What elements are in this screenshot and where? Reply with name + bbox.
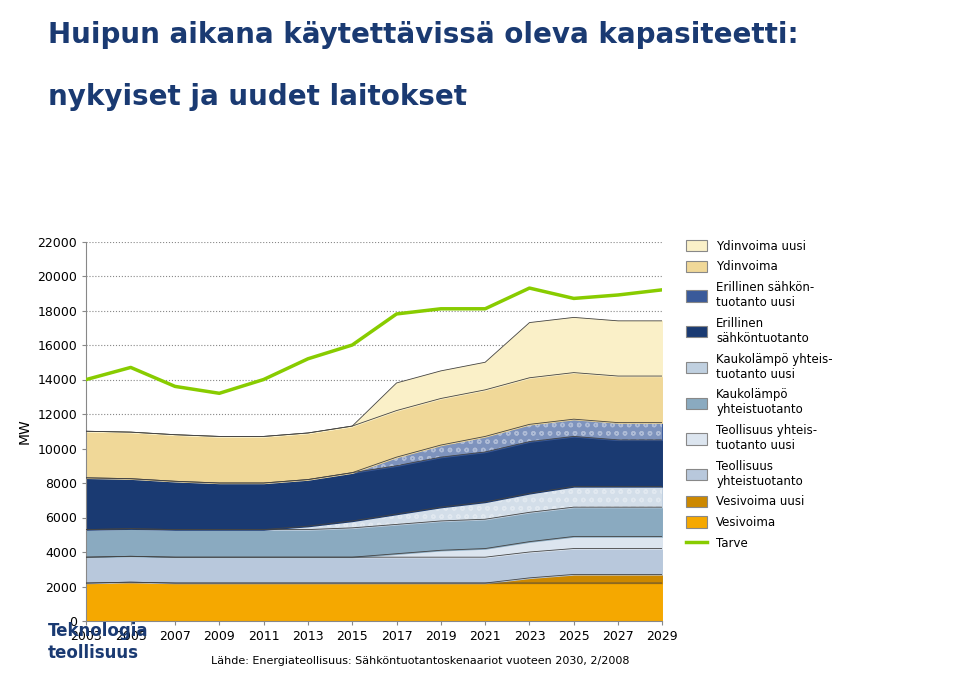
Y-axis label: MW: MW	[18, 418, 32, 444]
Text: Lähde: Energiateollisuus: Sähköntuotantoskenaariot vuoteen 2030, 2/2008: Lähde: Energiateollisuus: Sähköntuotanto…	[211, 656, 630, 666]
Text: nykyiset ja uudet laitokset: nykyiset ja uudet laitokset	[48, 83, 467, 111]
Legend: Ydinvoima uusi, Ydinvoima, Erillinen sähkön-
tuotanto uusi, Erillinen
sähköntuot: Ydinvoima uusi, Ydinvoima, Erillinen säh…	[685, 240, 833, 549]
Text: Teknologia
teollisuus: Teknologia teollisuus	[48, 622, 149, 662]
Text: Huipun aikana käytettävissä oleva kapasiteetti:: Huipun aikana käytettävissä oleva kapasi…	[48, 21, 799, 49]
